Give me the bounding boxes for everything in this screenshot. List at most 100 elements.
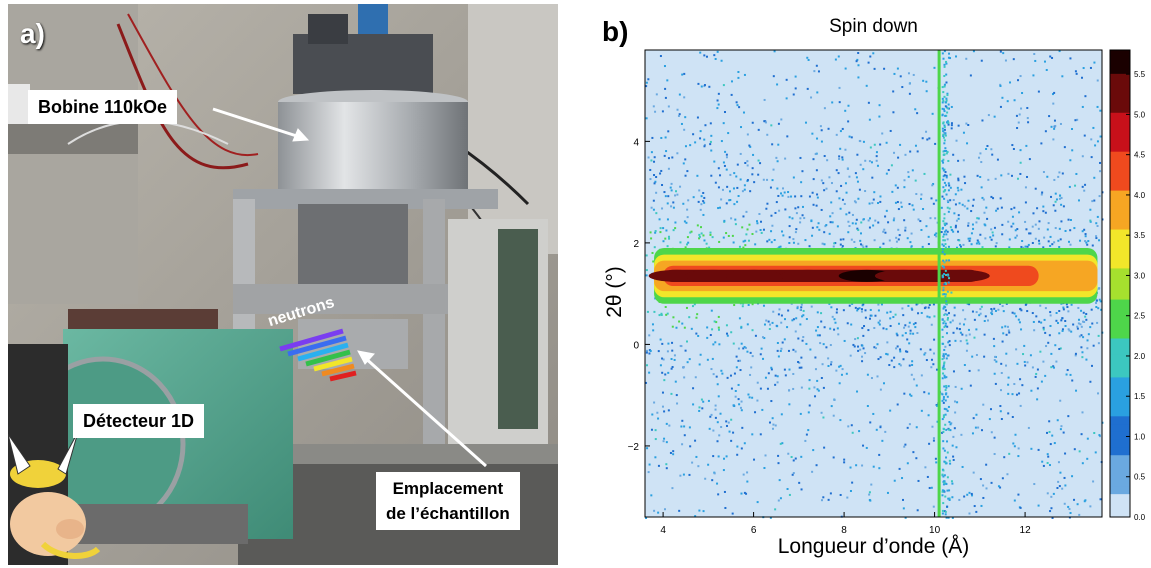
direct-beam-pixel (943, 385, 946, 388)
scatter-pixel (893, 151, 896, 154)
scatter-pixel (862, 168, 865, 171)
scatter-pixel (714, 57, 717, 60)
scatter-pixel (674, 194, 677, 197)
scatter-pixel (859, 140, 862, 143)
scatter-pixel (847, 104, 850, 107)
scatter-pixel (915, 193, 918, 196)
scatter-pixel (678, 93, 681, 96)
scatter-pixel (801, 315, 804, 318)
scatter-pixel (898, 467, 901, 470)
scatter-pixel (899, 350, 902, 353)
scatter-pixel (1076, 118, 1079, 121)
direct-beam-pixel (942, 239, 945, 242)
scatter-pixel (805, 318, 808, 321)
scatter-pixel (1026, 106, 1029, 109)
scatter-pixel (946, 199, 949, 202)
scatter-pixel (814, 368, 817, 371)
direct-beam-pixel (944, 423, 947, 426)
scatter-pixel (737, 70, 740, 73)
scatter-pixel (686, 170, 689, 173)
scatter-pixel (854, 338, 857, 341)
scatter-pixel (801, 214, 804, 217)
scatter-pixel (912, 73, 915, 76)
scatter-pixel (778, 308, 781, 311)
panel-a-letter: a) (20, 18, 45, 49)
direct-beam-pixel (941, 490, 944, 493)
scatter-pixel (1059, 428, 1062, 431)
scatter-pixel (886, 311, 889, 314)
scatter-pixel (723, 164, 726, 167)
scatter-pixel (992, 337, 995, 340)
scatter-pixel (882, 230, 885, 233)
scatter-pixel (712, 373, 715, 376)
scatter-pixel (660, 312, 663, 315)
scatter-pixel (1041, 191, 1044, 194)
scatter-pixel (999, 410, 1002, 413)
scatter-pixel (697, 465, 700, 468)
colorbar-tick-label: 2.0 (1134, 352, 1146, 361)
scatter-pixel (962, 323, 965, 326)
scatter-pixel (931, 112, 934, 115)
scatter-pixel (762, 304, 765, 307)
scatter-pixel (683, 425, 686, 428)
instrument-photo (8, 4, 558, 565)
scatter-pixel (720, 59, 723, 62)
colorbar-segment (1110, 478, 1130, 487)
scatter-pixel (910, 232, 913, 235)
scatter-pixel (751, 329, 754, 332)
scatter-pixel (1099, 170, 1102, 173)
scatter-pixel (767, 320, 770, 323)
scatter-pixel (1055, 319, 1058, 322)
scatter-pixel (870, 377, 873, 380)
scatter-pixel (1099, 161, 1102, 164)
scatter-pixel (867, 329, 870, 332)
scatter-pixel (957, 217, 960, 220)
direct-beam-pixel (942, 414, 945, 417)
scatter-pixel (665, 441, 668, 444)
scatter-pixel (976, 217, 979, 220)
scatter-pixel (670, 392, 673, 395)
scatter-pixel (787, 195, 790, 198)
scatter-pixel (965, 339, 968, 342)
scatter-pixel (861, 355, 864, 358)
scatter-pixel (908, 342, 911, 345)
scatter-pixel (1046, 453, 1049, 456)
scatter-pixel (710, 174, 713, 177)
direct-beam-pixel (948, 459, 951, 462)
direct-beam-pixel (948, 344, 951, 347)
scatter-pixel (940, 231, 943, 234)
scatter-pixel (985, 487, 988, 490)
scatter-pixel (1077, 306, 1080, 309)
scatter-pixel (668, 237, 671, 240)
scatter-pixel (870, 483, 873, 486)
scatter-pixel (1090, 156, 1093, 159)
scatter-pixel (904, 226, 907, 229)
scatter-pixel (1084, 235, 1087, 238)
scatter-pixel (791, 319, 794, 322)
scatter-pixel (792, 318, 795, 321)
scatter-pixel (1096, 321, 1099, 324)
scatter-pixel (920, 374, 923, 377)
direct-beam-pixel (948, 340, 951, 343)
scatter-pixel (840, 184, 843, 187)
scatter-pixel (743, 73, 746, 76)
scatter-pixel (774, 508, 777, 511)
scatter-pixel (1051, 243, 1054, 246)
scatter-pixel (1008, 238, 1011, 241)
scatter-pixel (792, 241, 795, 244)
scatter-pixel (658, 314, 661, 317)
scatter-pixel (699, 353, 702, 356)
scatter-pixel (1018, 113, 1021, 116)
scatter-pixel (737, 359, 740, 362)
scatter-pixel (831, 315, 834, 318)
scatter-pixel (1051, 434, 1054, 437)
scatter-pixel (645, 254, 648, 257)
scatter-pixel (667, 157, 670, 160)
scatter-pixel (853, 240, 856, 243)
scatter-pixel (904, 516, 907, 519)
scatter-pixel (1069, 243, 1072, 246)
direct-beam-pixel (942, 244, 945, 247)
scatter-pixel (908, 321, 911, 324)
scatter-pixel (850, 136, 853, 139)
scatter-pixel (1031, 225, 1034, 228)
